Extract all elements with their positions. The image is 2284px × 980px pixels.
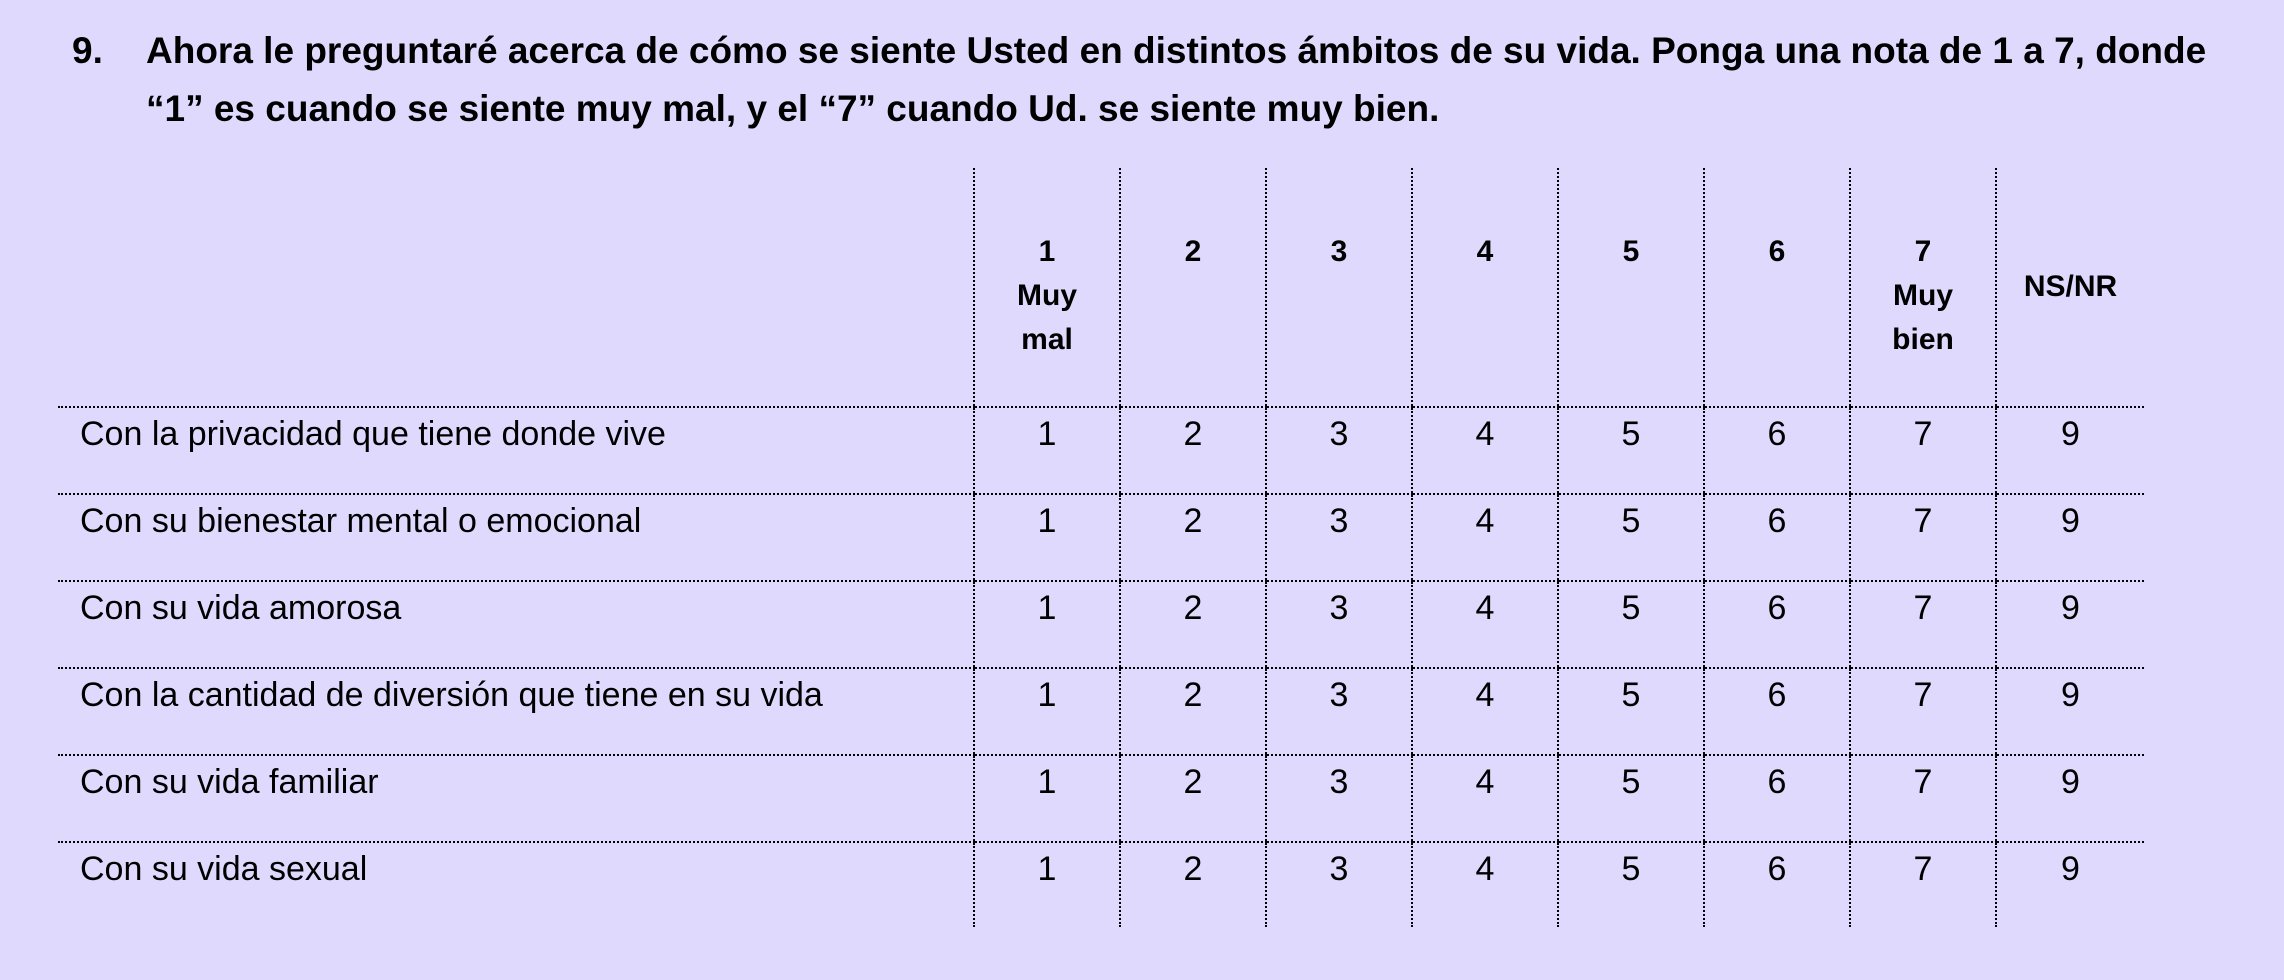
rating-cell[interactable]: 6 — [1703, 668, 1850, 756]
rating-cell[interactable]: 5 — [1557, 842, 1704, 927]
table-row: Con su bienestar mental o emocional 1 2 … — [58, 494, 2144, 582]
header-scale-7: 7 Muy bien — [1849, 168, 1996, 408]
ns-nr-cell[interactable]: 9 — [1995, 581, 2144, 669]
rating-cell[interactable]: 1 — [973, 581, 1120, 669]
table-row: Con su vida amorosa 1 2 3 4 5 6 7 9 — [58, 581, 2144, 669]
rating-cell[interactable]: 2 — [1119, 581, 1266, 669]
rating-cell[interactable]: 1 — [973, 494, 1120, 582]
header-num: 1 — [1038, 235, 1056, 268]
row-label: Con su vida familiar — [58, 755, 974, 843]
header-num: 6 — [1768, 235, 1786, 268]
rating-cell[interactable]: 2 — [1119, 842, 1266, 927]
rating-cell[interactable]: 3 — [1265, 668, 1412, 756]
rating-table: 1 Muy mal 2 3 4 5 6 7 Muy bien — [58, 168, 2144, 927]
header-sub: Muy — [1017, 279, 1077, 312]
rating-cell[interactable]: 7 — [1849, 494, 1996, 582]
header-num: 5 — [1622, 235, 1640, 268]
rating-cell[interactable]: 4 — [1411, 407, 1558, 495]
rating-cell[interactable]: 6 — [1703, 755, 1850, 843]
question-line-1: Ahora le preguntaré acerca de cómo se si… — [146, 30, 2207, 71]
header-sub: Muy — [1893, 279, 1953, 312]
rating-cell[interactable]: 7 — [1849, 755, 1996, 843]
rating-cell[interactable]: 4 — [1411, 494, 1558, 582]
rating-cell[interactable]: 4 — [1411, 842, 1558, 927]
ns-nr-cell[interactable]: 9 — [1995, 407, 2144, 495]
question-text: 9. Ahora le preguntaré acerca de cómo se… — [72, 22, 2252, 138]
rating-cell[interactable]: 3 — [1265, 842, 1412, 927]
header-scale-1: 1 Muy mal — [973, 168, 1120, 408]
header-blank — [58, 168, 974, 408]
rating-cell[interactable]: 5 — [1557, 407, 1704, 495]
header-num: 2 — [1184, 235, 1202, 268]
header-scale-6: 6 — [1703, 168, 1850, 408]
rating-cell[interactable]: 3 — [1265, 581, 1412, 669]
rating-cell[interactable]: 1 — [973, 668, 1120, 756]
header-num: 4 — [1476, 235, 1494, 268]
question-line-2: “1” es cuando se siente muy mal, y el “7… — [146, 88, 1440, 129]
rating-cell[interactable]: 5 — [1557, 755, 1704, 843]
row-label: Con su vida sexual — [80, 850, 368, 888]
rating-cell[interactable]: 1 — [973, 842, 1120, 927]
header-scale-5: 5 — [1557, 168, 1704, 408]
header-scale-2: 2 — [1119, 168, 1266, 408]
table-row: Con su vida sexual 1 2 3 4 5 6 7 9 — [58, 842, 2144, 927]
rating-cell[interactable]: 7 — [1849, 668, 1996, 756]
rating-cell[interactable]: 6 — [1703, 494, 1850, 582]
rating-cell[interactable]: 4 — [1411, 668, 1558, 756]
ns-nr-cell[interactable]: 9 — [1995, 842, 2144, 927]
rating-cell[interactable]: 7 — [1849, 581, 1996, 669]
rating-cell[interactable]: 7 — [1849, 842, 1996, 927]
rating-cell[interactable]: 2 — [1119, 407, 1266, 495]
row-label: Con su vida amorosa — [58, 581, 974, 669]
row-label: Con la cantidad de diversión que tiene e… — [58, 668, 974, 756]
row-label: Con la privacidad que tiene donde vive — [58, 407, 974, 495]
rating-cell[interactable]: 6 — [1703, 581, 1850, 669]
table-row: Con la privacidad que tiene donde vive 1… — [58, 407, 2144, 495]
rating-cell[interactable]: 4 — [1411, 581, 1558, 669]
rating-cell[interactable]: 7 — [1849, 407, 1996, 495]
rating-cell[interactable]: 5 — [1557, 668, 1704, 756]
header-scale-3: 3 — [1265, 168, 1412, 408]
ns-nr-cell[interactable]: 9 — [1995, 755, 2144, 843]
rating-cell[interactable]: 1 — [973, 755, 1120, 843]
rating-cell[interactable]: 2 — [1119, 755, 1266, 843]
row-label: Con su bienestar mental o emocional — [58, 494, 974, 582]
rating-cell[interactable]: 2 — [1119, 494, 1266, 582]
rating-cell[interactable]: 1 — [973, 407, 1120, 495]
table-row: Con su vida familiar 1 2 3 4 5 6 7 9 — [58, 755, 2144, 843]
rating-cell[interactable]: 5 — [1557, 494, 1704, 582]
header-num: 7 — [1914, 235, 1932, 268]
table-header-row: 1 Muy mal 2 3 4 5 6 7 Muy bien — [58, 168, 2144, 408]
rating-cell[interactable]: 4 — [1411, 755, 1558, 843]
rating-cell[interactable]: 3 — [1265, 494, 1412, 582]
ns-nr-cell[interactable]: 9 — [1995, 668, 2144, 756]
rating-cell[interactable]: 5 — [1557, 581, 1704, 669]
question-number: 9. — [72, 30, 103, 71]
table-row: Con la cantidad de diversión que tiene e… — [58, 668, 2144, 756]
rating-cell[interactable]: 3 — [1265, 407, 1412, 495]
ns-nr-cell[interactable]: 9 — [1995, 494, 2144, 582]
header-ns-nr: NS/NR — [1995, 168, 2144, 408]
rating-cell[interactable]: 3 — [1265, 755, 1412, 843]
header-num: 3 — [1330, 235, 1348, 268]
rating-cell[interactable]: 6 — [1703, 842, 1850, 927]
rating-cell[interactable]: 2 — [1119, 668, 1266, 756]
rating-cell[interactable]: 6 — [1703, 407, 1850, 495]
header-sub: mal — [1021, 323, 1073, 356]
header-scale-4: 4 — [1411, 168, 1558, 408]
header-sub: bien — [1892, 323, 1954, 356]
